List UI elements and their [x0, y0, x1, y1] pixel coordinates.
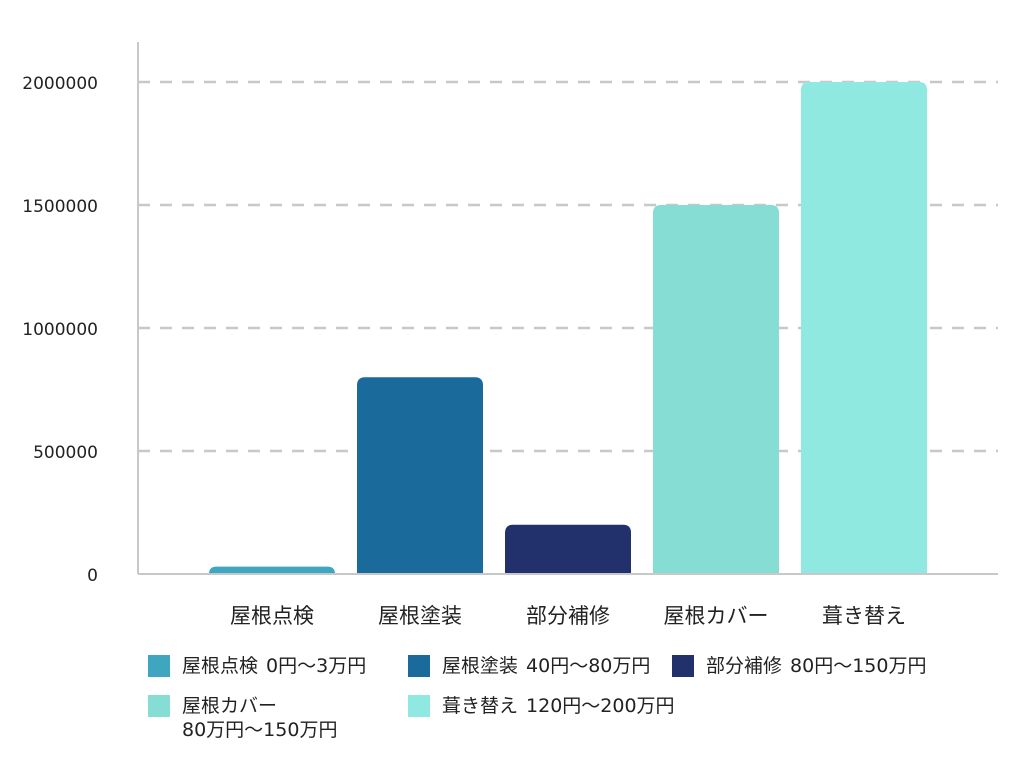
bar: [801, 82, 927, 574]
y-tick-label: 2000000: [22, 74, 98, 94]
gridlines: [138, 80, 998, 453]
legend-swatch: [408, 655, 430, 677]
bar: [653, 205, 779, 574]
legend-item: 葺き替え 120円〜200万円: [408, 694, 675, 718]
legend-range: 80円〜150万円: [790, 655, 927, 677]
legend-item: 屋根点検 0円〜3万円: [148, 654, 366, 678]
bar: [357, 377, 483, 574]
legend-label: 屋根塗装: [442, 655, 519, 677]
legend-swatch: [672, 655, 694, 677]
legend-swatch: [148, 655, 170, 677]
y-tick-label: 1500000: [22, 197, 98, 217]
legend-swatch: [408, 695, 430, 717]
legend-item: 屋根塗装 40円〜80万円: [408, 654, 650, 678]
x-tick-label: 部分補修: [526, 604, 610, 628]
legend-item: 部分補修 80円〜150万円: [672, 654, 926, 678]
legend-label: 屋根点検: [182, 655, 259, 677]
bars: [209, 82, 927, 574]
y-tick-label: 500000: [33, 443, 98, 463]
legend-range: 0円〜3万円: [266, 655, 367, 677]
legend-label: 屋根カバー: [182, 695, 278, 717]
x-axis-ticks: 屋根点検 屋根塗装 部分補修 屋根カバー 葺き替え: [230, 604, 906, 628]
legend-label: 部分補修: [706, 655, 783, 677]
x-tick-label: 屋根塗装: [378, 604, 462, 628]
bar: [209, 566, 335, 574]
legend-range: 80万円〜150万円: [182, 719, 338, 741]
legend-range: 120円〜200万円: [526, 695, 675, 717]
bar-chart: 0 500000 1000000 1500000 2000000 屋根点検 屋根塗装 部分補…: [22, 42, 998, 628]
x-tick-label: 葺き替え: [822, 604, 906, 628]
legend-swatch: [148, 695, 170, 717]
legend: 屋根点検 0円〜3万円 屋根塗装 40円〜80万円 部分補修 80円〜150万円 屋根…: [148, 654, 1008, 764]
y-tick-label: 1000000: [22, 320, 98, 340]
y-axis-ticks: 0 500000 1000000 1500000 2000000: [22, 74, 98, 586]
x-tick-label: 屋根カバー: [664, 604, 769, 628]
y-tick-label: 0: [87, 566, 98, 586]
legend-label: 葺き替え: [442, 695, 519, 717]
x-tick-label: 屋根点検: [230, 604, 314, 628]
legend-range: 40円〜80万円: [526, 655, 651, 677]
bar: [505, 524, 631, 574]
legend-item: 屋根カバー 80万円〜150万円: [148, 694, 398, 742]
